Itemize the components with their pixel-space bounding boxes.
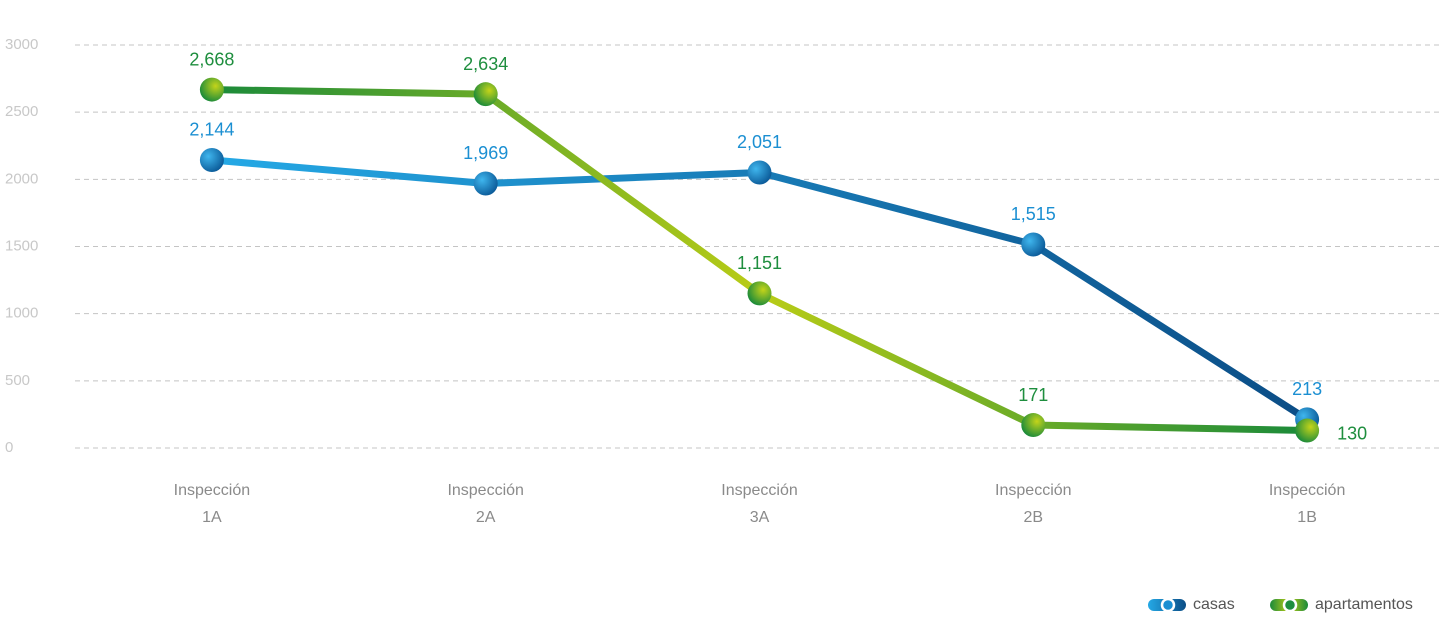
y-tick-label: 500 [5,372,30,389]
data-point [1021,413,1046,438]
data-point [199,77,224,102]
data-point [473,82,498,107]
data-label: 1,515 [1011,204,1056,224]
data-label: 130 [1337,423,1367,443]
data-label: 2,634 [463,54,508,74]
data-point [1021,232,1046,257]
data-label: 2,144 [189,120,234,140]
y-tick-label: 3000 [5,36,38,53]
legend-swatch-dot [1160,597,1176,613]
legend-label: casas [1193,596,1235,613]
x-tick-label: Inspección 2A [447,482,524,526]
y-tick-label: 1500 [5,237,38,254]
x-tick-label: Inspección 1A [174,482,251,526]
x-tick-label: Inspección 2B [995,482,1072,526]
data-label: 2,668 [189,49,234,69]
data-label: 1,151 [737,253,782,273]
data-label: 213 [1292,379,1322,399]
y-tick-label: 2500 [5,103,38,120]
legend-swatch-dot [1282,597,1298,613]
data-point [1295,418,1320,443]
data-point [199,147,224,172]
x-tick-label: Inspección 1B [1269,482,1346,526]
data-point [747,160,772,185]
data-label: 171 [1018,385,1048,405]
y-tick-label: 0 [5,439,13,456]
data-label: 1,969 [463,143,508,163]
data-point [473,171,498,196]
legend-label: apartamentos [1315,596,1413,613]
x-tick-label: Inspección 3A [721,482,798,526]
data-point [747,281,772,306]
y-tick-label: 2000 [5,170,38,187]
data-label: 2,051 [737,132,782,152]
y-tick-label: 1000 [5,305,38,322]
